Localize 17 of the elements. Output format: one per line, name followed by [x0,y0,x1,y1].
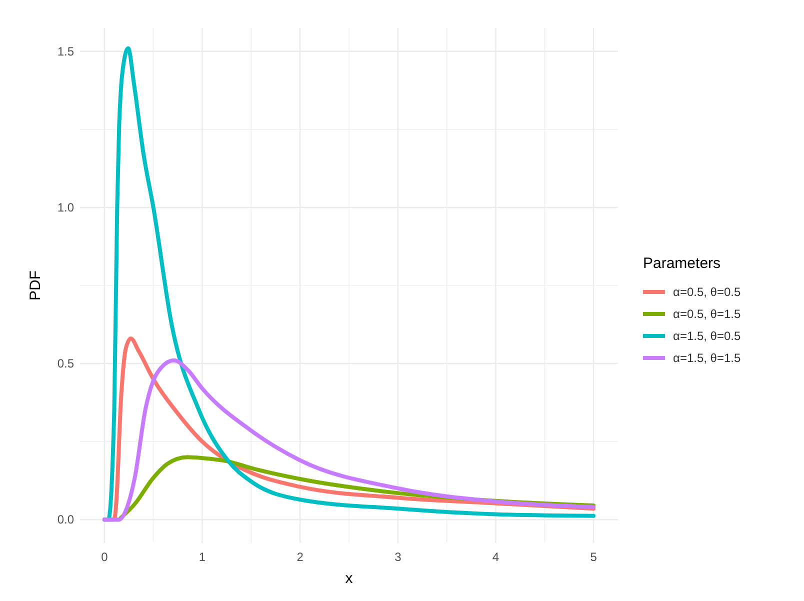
legend-label: α=1.5, θ=1.5 [673,351,741,365]
x-tick-label: 3 [394,550,402,564]
legend-label: α=0.5, θ=0.5 [673,285,741,299]
x-tick-label: 1 [198,550,206,564]
y-tick-label: 0.0 [57,512,74,527]
x-tick-label: 4 [492,550,500,564]
legend-label: α=0.5, θ=1.5 [673,307,741,321]
legend-label: α=1.5, θ=0.5 [673,329,741,343]
x-tick-label: 2 [296,550,304,564]
legend-title: Parameters [643,255,721,272]
y-axis-title: PDF [27,270,44,300]
y-tick-label: 1.5 [57,44,74,58]
x-tick-label: 5 [590,550,598,564]
x-axis-title: x [345,570,354,587]
x-tick-label: 0 [101,550,108,564]
y-tick-label: 1.0 [57,200,74,214]
y-tick-label: 0.5 [57,356,74,371]
